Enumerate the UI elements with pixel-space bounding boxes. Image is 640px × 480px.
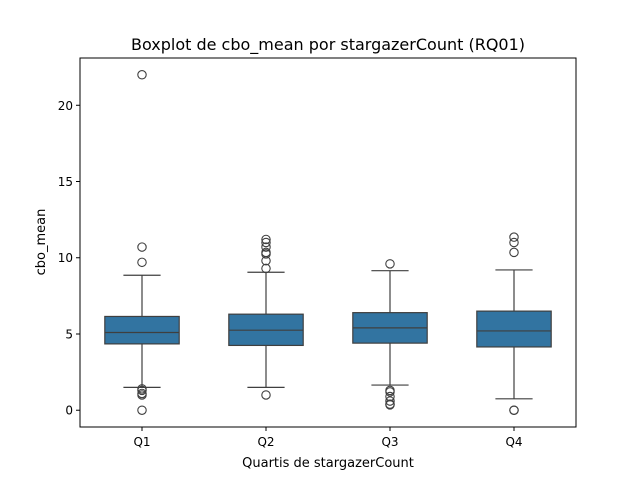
outlier-point <box>261 234 271 245</box>
outlier-point <box>137 242 147 252</box>
outlier-point <box>261 237 271 248</box>
x-tick-label: Q2 <box>257 435 274 449</box>
y-tick-label: 20 <box>58 99 73 113</box>
outlier-point <box>509 237 519 248</box>
outlier-point <box>261 256 271 266</box>
outlier-point <box>137 390 147 400</box>
box-q1 <box>104 315 180 345</box>
outlier-point <box>261 242 271 252</box>
y-tick-label: 10 <box>58 251 73 265</box>
outlier-point <box>261 390 271 400</box>
outlier-point <box>385 387 395 397</box>
outlier-point <box>385 259 395 269</box>
x-tick-label: Q3 <box>381 435 398 449</box>
y-tick-label: 5 <box>65 327 73 341</box>
x-tick-label: Q1 <box>133 435 150 449</box>
outlier-point <box>137 405 147 415</box>
x-tick-label: Q4 <box>505 435 522 449</box>
outlier-point <box>509 232 519 242</box>
outlier-point <box>509 247 519 258</box>
x-axis-label: Quartis de stargazerCount <box>242 456 414 471</box>
box-q4 <box>476 310 552 348</box>
y-axis-label: cbo_mean <box>34 209 49 276</box>
chart-title: Boxplot de cbo_mean por stargazerCount (… <box>131 35 525 55</box>
outlier-point <box>385 400 395 410</box>
outlier-point <box>137 257 147 268</box>
outlier-point <box>261 249 271 259</box>
y-tick-label: 0 <box>65 404 73 418</box>
plot-frame <box>79 57 577 428</box>
outlier-point <box>137 385 147 396</box>
outlier-point <box>509 405 519 415</box>
outlier-point <box>137 70 147 80</box>
outlier-point <box>261 263 271 274</box>
y-tick-label: 15 <box>58 175 73 189</box>
outlier-point <box>385 396 395 406</box>
plot-area: 0 5 10 15 20 Q1 Q2 Q3 Q4 <box>58 57 577 449</box>
